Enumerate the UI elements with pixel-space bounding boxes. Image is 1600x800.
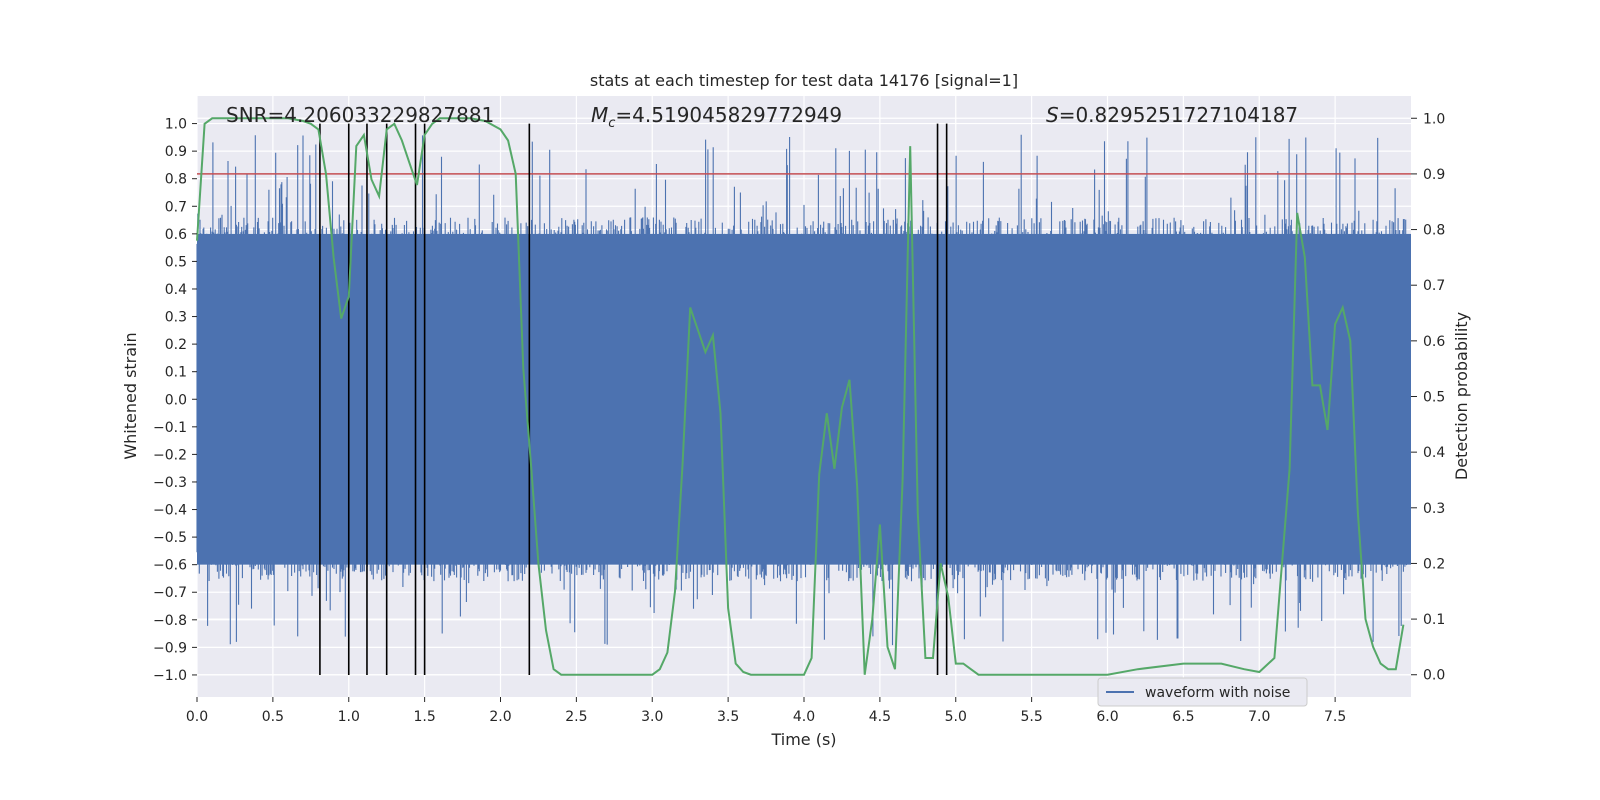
y-left-tick-label: −0.4 [153, 503, 187, 519]
y-left-axis-label: Whitened strain [121, 332, 140, 459]
x-tick-label: 3.0 [641, 709, 663, 725]
x-tick-label: 6.5 [1172, 709, 1194, 725]
y-right-tick-label: 0.8 [1423, 223, 1445, 239]
y-left-tick-label: −0.1 [153, 420, 187, 436]
y-left-tick-label: −0.8 [153, 613, 187, 629]
score-value: =0.8295251727104187 [1059, 103, 1298, 127]
x-tick-label: 3.5 [717, 709, 739, 725]
y-right-tick-label: 0.9 [1423, 167, 1445, 183]
x-tick-label: 4.5 [869, 709, 891, 725]
waveform-dense-band [197, 233, 1411, 565]
waveform-noise-series [196, 134, 1411, 646]
x-tick-label: 7.5 [1324, 709, 1346, 725]
y-left-tick-label: 0.9 [165, 144, 187, 160]
y-left-tick-label: 1.0 [165, 117, 187, 133]
x-tick-label: 4.0 [793, 709, 815, 725]
chirp-mass-annotation: Mc=4.519045829772949 [591, 103, 842, 131]
x-tick-label: 1.0 [338, 709, 360, 725]
x-tick-label: 5.5 [1020, 709, 1042, 725]
y-left-tick-label: 0.6 [165, 227, 187, 243]
chirp-mass-symbol: M [591, 103, 608, 127]
y-left-tick-label: −0.3 [153, 475, 187, 491]
legend-label: waveform with noise [1145, 685, 1290, 701]
x-tick-label: 7.0 [1248, 709, 1270, 725]
detection-lines-group [319, 123, 948, 675]
y-left-tick-label: −0.2 [153, 447, 187, 463]
y-right-tick-label: 0.2 [1423, 556, 1445, 572]
score-symbol: S [1046, 103, 1059, 127]
x-tick-label: 2.0 [489, 709, 511, 725]
y-right-tick-label: 0.0 [1423, 668, 1445, 684]
y-left-tick-label: −0.5 [153, 530, 187, 546]
y-left-axis-ticks: 1.0 0.9 0.8 0.7 0.6 0.5 0.4 0.3 0.2 0.1 0.0 −0.1 −0.… [153, 117, 197, 684]
y-left-tick-label: 0.2 [165, 337, 187, 353]
x-tick-label: 0.5 [262, 709, 284, 725]
y-right-tick-label: 0.3 [1423, 501, 1445, 517]
y-left-tick-label: 0.3 [165, 310, 187, 326]
score-annotation: S=0.8295251727104187 [1046, 103, 1298, 127]
y-left-tick-label: 0.0 [165, 392, 187, 408]
y-right-tick-label: 0.6 [1423, 334, 1445, 350]
legend-box [1097, 677, 1308, 707]
x-tick-label: 1.5 [413, 709, 435, 725]
x-tick-label: 6.0 [1096, 709, 1118, 725]
y-right-tick-label: 0.7 [1423, 278, 1445, 294]
snr-annotation: SNR=4.206033229827881 [226, 103, 494, 127]
y-left-tick-label: −0.9 [153, 640, 187, 656]
x-tick-label: 2.5 [565, 709, 587, 725]
y-left-tick-label: 0.7 [165, 199, 187, 215]
y-right-axis-ticks: 1.0 0.9 0.8 0.7 0.6 0.5 0.4 0.3 0.2 0.1 0.0 [1411, 111, 1445, 684]
legend: waveform with noise [1097, 677, 1308, 707]
y-right-tick-label: 1.0 [1423, 111, 1445, 127]
y-left-tick-label: −1.0 [153, 668, 187, 684]
x-tick-label: 5.0 [945, 709, 967, 725]
detection-probability-series [196, 117, 1405, 676]
detection-probability-line [196, 117, 1405, 676]
x-tick-label: 0.0 [186, 709, 208, 725]
x-axis-label: Time (s) [770, 730, 836, 749]
chirp-mass-value: =4.519045829772949 [615, 103, 842, 127]
y-right-tick-label: 0.1 [1423, 612, 1445, 628]
chirp-mass-subscript: c [608, 116, 615, 131]
y-left-tick-label: −0.7 [153, 585, 187, 601]
chart-title: stats at each timestep for test data 141… [590, 71, 1018, 90]
x-axis-ticks: 0.0 0.5 1.0 1.5 2.0 2.5 3.0 3.5 4.0 4.5 5.0 5.5 6.0 6… [186, 697, 1346, 725]
y-left-tick-label: 0.5 [165, 254, 187, 270]
y-left-tick-label: 0.8 [165, 172, 187, 188]
y-right-tick-label: 0.5 [1423, 390, 1445, 406]
y-right-axis-label: Detection probability [1452, 312, 1471, 480]
y-left-tick-label: 0.4 [165, 282, 187, 298]
y-left-tick-label: −0.6 [153, 558, 187, 574]
y-right-tick-label: 0.4 [1423, 445, 1445, 461]
y-left-tick-label: 0.1 [165, 365, 187, 381]
